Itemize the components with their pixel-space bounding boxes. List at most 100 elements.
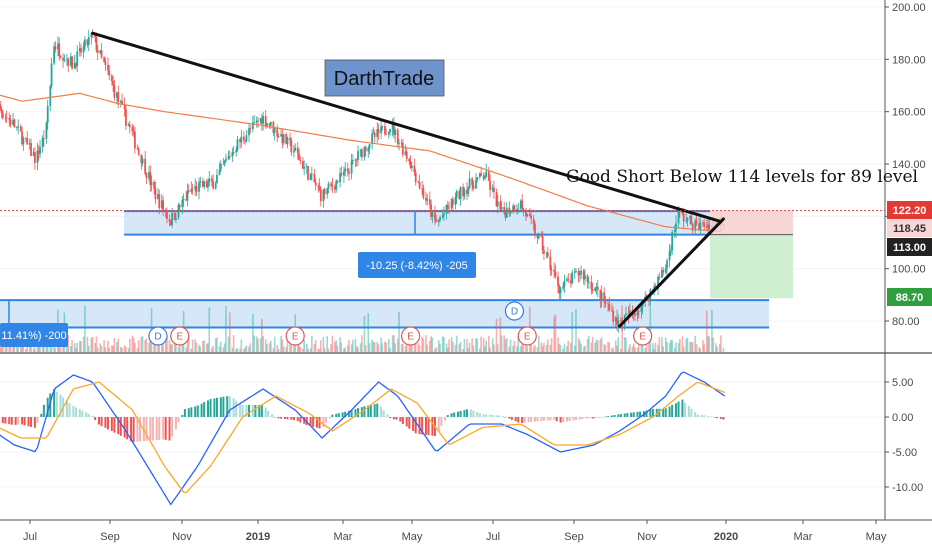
- histogram-bar: [344, 411, 347, 417]
- macd-axis[interactable]: 5.00 0.00 -5.00 -10.00: [885, 377, 923, 494]
- volume-bar: [441, 336, 444, 352]
- volume-bar: [649, 306, 652, 352]
- candle-body: [428, 199, 431, 205]
- candle-body: [590, 281, 593, 290]
- histogram-bar: [171, 417, 174, 437]
- histogram-bar: [277, 417, 280, 419]
- take-profit-zone[interactable]: [710, 234, 793, 299]
- volume-bar: [339, 337, 341, 352]
- volume-bar: [87, 346, 90, 352]
- candle-body: [566, 279, 568, 281]
- event-markers[interactable]: D E E E D E E: [148, 301, 653, 346]
- volume-bar: [677, 343, 680, 352]
- histogram-bar: [55, 391, 58, 417]
- volume-bar: [489, 347, 491, 352]
- time-axis[interactable]: Jul Sep Nov 2019 Mar May Jul Sep Nov 2020 Mar May: [23, 520, 887, 543]
- candle-body: [537, 234, 540, 239]
- volume-bar: [84, 305, 86, 352]
- macd-tick-label: -10.00: [892, 482, 923, 494]
- time-tick-label: Jul: [486, 531, 500, 543]
- histogram-bar: [158, 417, 161, 440]
- histogram-bar: [498, 415, 501, 417]
- histogram-bar: [177, 417, 180, 423]
- volume-bar: [96, 347, 99, 352]
- histogram-bar: [489, 414, 492, 417]
- candle-body: [450, 199, 453, 208]
- candle-body: [99, 50, 102, 54]
- candle-body: [559, 288, 562, 294]
- candle-body: [67, 58, 70, 66]
- trade-annotation: Good Short Below 114 levels for 89 level: [566, 167, 918, 187]
- candle-body: [478, 173, 481, 178]
- volume-bar: [543, 342, 545, 352]
- histogram-bar: [350, 410, 353, 417]
- stop-loss-zone[interactable]: [710, 210, 793, 235]
- candle-body: [117, 92, 120, 102]
- volume-bar: [187, 337, 190, 352]
- ascending-trendline[interactable]: [618, 217, 725, 328]
- candle-body: [112, 81, 115, 86]
- candle-body: [207, 182, 209, 188]
- volume-bar: [487, 336, 490, 352]
- dividend-marker[interactable]: [148, 326, 168, 346]
- descending-trendline[interactable]: [91, 31, 723, 224]
- volume-bar: [222, 347, 225, 352]
- candle-body: [281, 134, 284, 144]
- candle-body: [28, 143, 31, 145]
- candle-body: [634, 313, 636, 316]
- trendlines[interactable]: [91, 31, 725, 328]
- earnings-marker[interactable]: [170, 326, 190, 346]
- candle-body: [232, 152, 235, 153]
- volume-bar: [62, 346, 64, 352]
- histogram-bar: [331, 414, 334, 417]
- candle-body: [578, 274, 581, 276]
- candle-body: [322, 189, 325, 202]
- earnings-marker[interactable]: [400, 326, 421, 346]
- candle-body: [462, 186, 465, 197]
- candle-body: [45, 122, 48, 139]
- earnings-marker[interactable]: [633, 326, 653, 346]
- price-axis[interactable]: 200.00180.00160.00140.00120.00100.0080.0…: [885, 2, 926, 328]
- candle-body: [393, 122, 395, 135]
- histogram-bar: [183, 409, 186, 417]
- candle-body: [580, 270, 583, 275]
- histogram-bar: [495, 415, 498, 417]
- histogram-bar: [132, 417, 135, 443]
- candle-body: [431, 212, 434, 217]
- position-tool[interactable]: [710, 210, 793, 299]
- volume-bar: [634, 347, 636, 352]
- candle-body: [255, 120, 258, 123]
- volume-bar: [320, 340, 322, 352]
- volume-bar: [334, 341, 336, 352]
- time-tick-label: Sep: [564, 531, 584, 543]
- candle-body: [260, 118, 263, 124]
- volume-bar: [380, 337, 382, 352]
- candle-body: [30, 143, 32, 156]
- candle-body: [637, 311, 640, 312]
- histogram-bar: [376, 403, 379, 417]
- volume-bar: [454, 344, 457, 352]
- event-marker-label: D: [154, 332, 161, 343]
- candle-body: [141, 158, 144, 164]
- candle-body: [178, 204, 181, 208]
- volume-bar: [228, 312, 231, 352]
- earnings-marker[interactable]: [285, 326, 305, 346]
- candle-body: [12, 119, 15, 125]
- candle-body: [466, 189, 468, 195]
- volume-bar: [149, 339, 152, 352]
- volume-bar: [463, 339, 466, 352]
- candle-body: [391, 122, 394, 130]
- support-zone[interactable]: [0, 300, 769, 328]
- earnings-marker[interactable]: [517, 326, 537, 346]
- volume-bar: [95, 336, 98, 352]
- histogram-bar: [14, 417, 17, 425]
- histogram-bar: [283, 417, 286, 420]
- dividend-marker[interactable]: [504, 301, 525, 321]
- candle-body: [603, 292, 606, 302]
- histogram-bar: [578, 417, 581, 420]
- histogram-bar: [181, 415, 184, 417]
- candle-body: [264, 116, 267, 126]
- histogram-bar: [357, 408, 360, 417]
- candle-body: [201, 181, 204, 187]
- resistance-zone[interactable]: [124, 211, 710, 235]
